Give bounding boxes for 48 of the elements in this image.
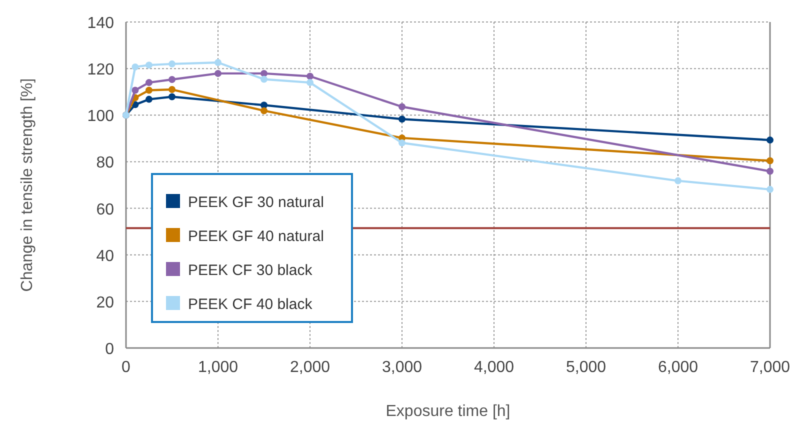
x-tick-label: 2,000	[290, 359, 330, 376]
point	[398, 103, 406, 110]
point	[306, 72, 314, 80]
point	[132, 86, 139, 94]
point	[766, 157, 774, 164]
point	[146, 96, 152, 103]
legend-label: PEEK CF 40 black	[188, 296, 313, 313]
x-tick-label: 4,000	[474, 359, 514, 376]
point	[398, 139, 406, 146]
x-tick-label: 7,000	[750, 359, 790, 376]
x-tick-label: 5,000	[566, 359, 606, 376]
x-tick-label: 3,000	[382, 359, 422, 376]
point	[674, 177, 682, 184]
point	[168, 60, 176, 68]
point	[260, 102, 268, 109]
y-tick-label: 80	[96, 154, 114, 172]
point	[260, 107, 268, 114]
y-tick-label: 40	[96, 248, 114, 265]
point	[168, 76, 176, 84]
y-tick-label: 140	[87, 15, 114, 32]
point	[168, 86, 176, 94]
point	[766, 168, 774, 175]
point	[306, 79, 314, 86]
legend-label: PEEK GF 30 natural	[188, 194, 324, 211]
point	[146, 62, 152, 69]
x-tick-label: 1,000	[198, 359, 238, 376]
point	[398, 116, 406, 123]
y-tick-label: 0	[105, 341, 114, 358]
point	[260, 76, 268, 83]
point	[132, 63, 139, 70]
legend-label: PEEK GF 40 natural	[188, 228, 324, 245]
point	[214, 70, 222, 77]
x-tick-label: 6,000	[658, 359, 698, 376]
y-axis-title: Change in tensile strength [%]	[19, 78, 36, 292]
y-tick-label: 20	[96, 294, 114, 312]
y-tick-label: 120	[87, 62, 114, 79]
legend-label: PEEK CF 30 black	[188, 262, 313, 279]
point	[168, 93, 176, 100]
point	[214, 59, 222, 66]
point	[146, 79, 152, 86]
point	[766, 136, 774, 144]
point	[146, 86, 152, 94]
y-tick-label: 100	[87, 108, 114, 126]
point	[260, 70, 268, 77]
x-axis-title: Exposure time [h]	[386, 403, 510, 420]
x-tick-label: 0	[122, 359, 131, 376]
point	[766, 186, 774, 193]
y-tick-label: 60	[96, 201, 114, 218]
